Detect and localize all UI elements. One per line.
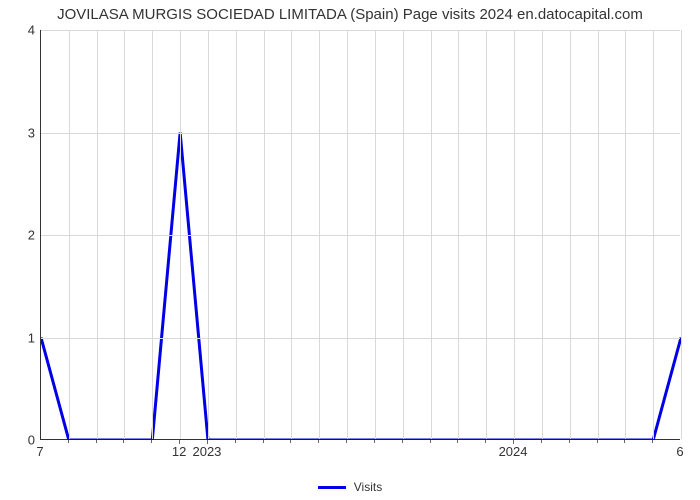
gridline-vertical xyxy=(514,30,515,439)
xtick-minor-mark xyxy=(318,440,319,443)
ytick-label: 0 xyxy=(15,433,35,448)
gridline-vertical xyxy=(542,30,543,439)
legend: Visits xyxy=(0,480,700,494)
gridline-vertical xyxy=(570,30,571,439)
xtick-minor-mark xyxy=(96,440,97,443)
xtick-minor-mark xyxy=(485,440,486,443)
xtick-minor-mark xyxy=(123,440,124,443)
gridline-vertical xyxy=(152,30,153,439)
xtick-minor-mark xyxy=(652,440,653,443)
xtick-minor-mark xyxy=(430,440,431,443)
gridline-horizontal xyxy=(41,30,680,31)
legend-label: Visits xyxy=(354,480,382,494)
gridline-vertical xyxy=(180,30,181,439)
xtick-minor-mark xyxy=(151,440,152,443)
gridline-vertical xyxy=(208,30,209,439)
visits-chart: JOVILASA MURGIS SOCIEDAD LIMITADA (Spain… xyxy=(0,0,700,500)
xtick-minor-mark xyxy=(402,440,403,443)
gridline-vertical xyxy=(124,30,125,439)
gridline-vertical xyxy=(653,30,654,439)
xtick-minor-mark xyxy=(235,440,236,443)
gridline-vertical xyxy=(375,30,376,439)
gridline-horizontal xyxy=(41,235,680,236)
gridline-vertical xyxy=(458,30,459,439)
xtick-minor-mark xyxy=(68,440,69,443)
xtick-label: 12 xyxy=(172,444,186,459)
xtick-minor-mark xyxy=(374,440,375,443)
xtick-minor-mark xyxy=(263,440,264,443)
gridline-vertical xyxy=(291,30,292,439)
xtick-mark xyxy=(207,440,208,444)
legend-swatch xyxy=(318,486,346,489)
plot-area xyxy=(40,30,680,440)
gridline-horizontal xyxy=(41,133,680,134)
gridline-vertical xyxy=(69,30,70,439)
gridline-vertical xyxy=(431,30,432,439)
gridline-vertical xyxy=(598,30,599,439)
gridline-vertical xyxy=(681,30,682,439)
chart-title: JOVILASA MURGIS SOCIEDAD LIMITADA (Spain… xyxy=(0,6,700,23)
ytick-label: 4 xyxy=(15,23,35,38)
xtick-end-label: 7 xyxy=(36,444,43,459)
gridline-vertical xyxy=(264,30,265,439)
xtick-minor-mark xyxy=(569,440,570,443)
xtick-minor-mark xyxy=(541,440,542,443)
xtick-minor-mark xyxy=(346,440,347,443)
gridline-vertical xyxy=(347,30,348,439)
xtick-mark xyxy=(513,440,514,444)
gridline-vertical xyxy=(625,30,626,439)
ytick-label: 2 xyxy=(15,228,35,243)
xtick-minor-mark xyxy=(457,440,458,443)
xtick-label: 2024 xyxy=(499,444,528,459)
xtick-minor-mark xyxy=(624,440,625,443)
gridline-vertical xyxy=(236,30,237,439)
gridline-vertical xyxy=(319,30,320,439)
ytick-label: 3 xyxy=(15,125,35,140)
xtick-end-label: 6 xyxy=(676,444,683,459)
gridline-horizontal xyxy=(41,338,680,339)
gridline-vertical xyxy=(97,30,98,439)
xtick-minor-mark xyxy=(597,440,598,443)
xtick-mark xyxy=(179,440,180,444)
xtick-label: 2023 xyxy=(192,444,221,459)
gridline-vertical xyxy=(486,30,487,439)
gridline-vertical xyxy=(403,30,404,439)
ytick-label: 1 xyxy=(15,330,35,345)
xtick-minor-mark xyxy=(290,440,291,443)
